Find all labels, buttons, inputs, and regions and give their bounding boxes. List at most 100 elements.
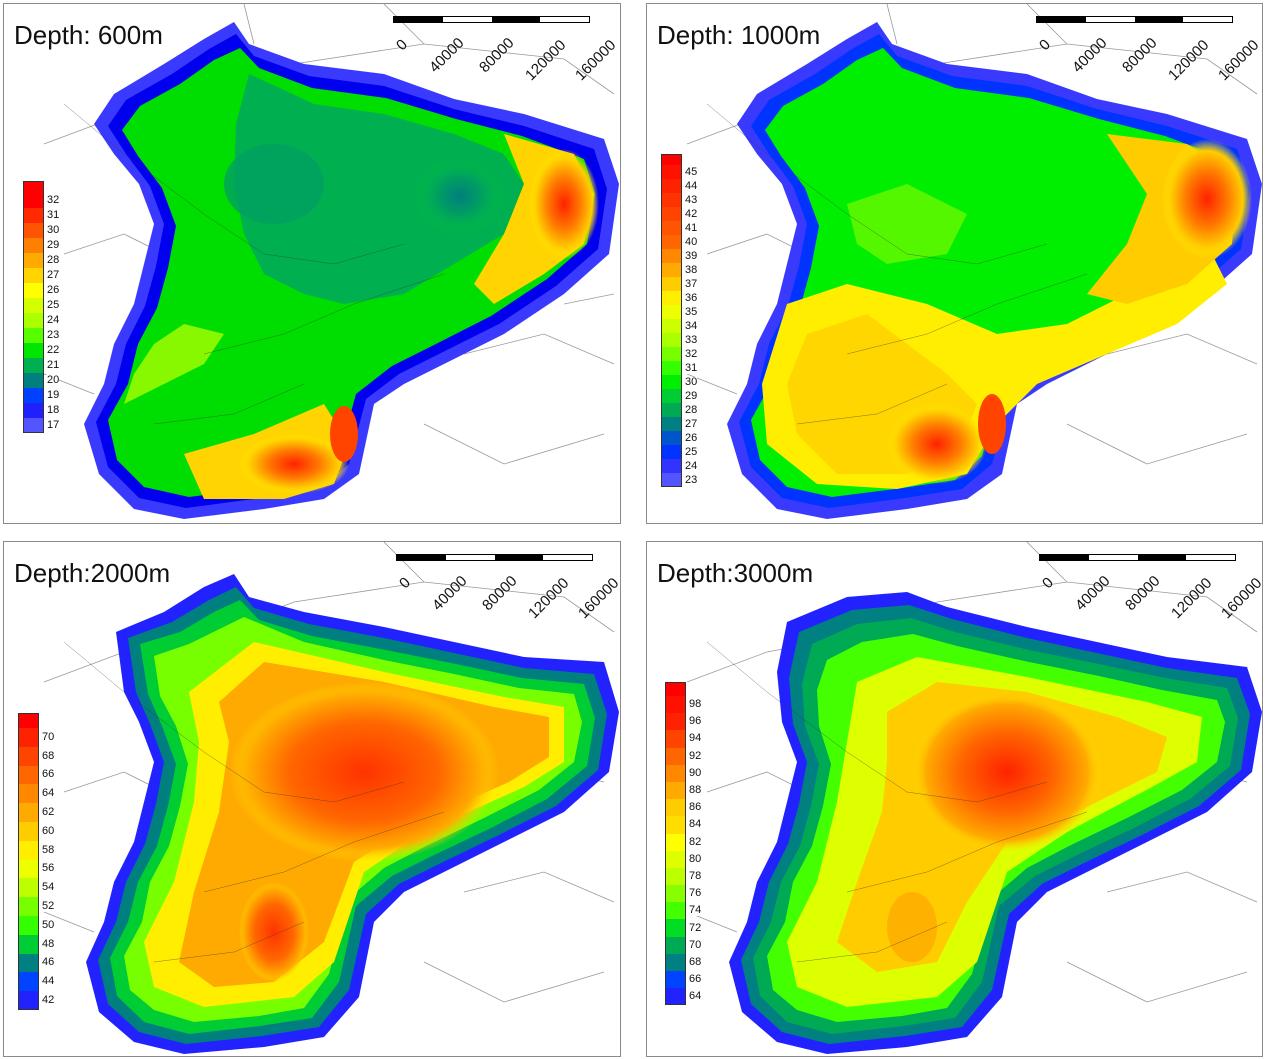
legend-swatch (665, 971, 686, 989)
legend-label: 94 (686, 733, 702, 745)
legend-row: 30 (661, 375, 698, 389)
temperature-map-2000m (43, 542, 619, 1054)
color-legend: 45 44 43 42 41 40 39 38 37 36 35 34 33 32 31 30 29 28 27 26… (661, 154, 698, 487)
legend-row: 39 (661, 249, 698, 263)
legend-label: 33 (682, 334, 698, 346)
legend-label: 34 (682, 320, 698, 332)
legend-swatch (23, 343, 44, 358)
legend-swatch (661, 249, 682, 263)
legend-swatch (661, 319, 682, 333)
scale-bar (1036, 16, 1233, 23)
legend-swatch (23, 373, 44, 388)
legend-label: 21 (44, 360, 60, 371)
legend-row: 54 (18, 878, 55, 898)
legend-swatch (661, 375, 682, 389)
legend-row: 37 (661, 277, 698, 291)
legend-swatch (665, 764, 686, 782)
legend-row: 48 (18, 934, 55, 954)
legend-label: 27 (44, 270, 60, 281)
legend-row: 64 (18, 784, 55, 804)
legend-row: 28 (23, 253, 60, 268)
legend-label: 68 (686, 956, 702, 968)
legend-row: 66 (665, 971, 702, 989)
legend-swatch (661, 361, 682, 375)
legend-label: 72 (686, 922, 702, 934)
legend-swatch (661, 389, 682, 403)
legend-label: 41 (682, 222, 698, 234)
legend-label: 58 (39, 844, 55, 856)
legend-label: 84 (686, 819, 702, 831)
legend-swatch (18, 915, 39, 935)
legend-swatch (18, 878, 39, 898)
legend-label: 70 (39, 731, 55, 743)
legend-swatch (661, 207, 682, 221)
legend-row: 24 (661, 459, 698, 473)
map-panel-3000m: Depth:3000m 0 40000 80000 120000 160000 … (646, 541, 1263, 1057)
legend-row: 62 (18, 803, 55, 822)
legend-swatch (23, 253, 44, 268)
legend-row: 26 (23, 283, 60, 298)
legend-row: 68 (18, 746, 55, 766)
legend-label: 88 (686, 785, 702, 797)
legend-label: 23 (682, 474, 698, 486)
legend-label: 26 (44, 285, 60, 296)
legend-top-swatch (661, 154, 682, 165)
panel-title: Depth:2000m (14, 558, 171, 588)
legend-row: 31 (661, 361, 698, 375)
legend-label: 42 (39, 995, 55, 1007)
legend-label: 19 (44, 390, 60, 401)
legend-row: 27 (23, 268, 60, 283)
legend-row: 25 (23, 298, 60, 313)
legend-row: 42 (661, 207, 698, 221)
legend-swatch (18, 728, 39, 747)
legend-swatch (661, 417, 682, 431)
legend-label: 25 (682, 446, 698, 458)
legend-label: 24 (44, 315, 60, 326)
legend-row: 24 (23, 313, 60, 328)
legend-swatch (18, 972, 39, 992)
legend-swatch (665, 867, 686, 886)
legend-swatch (661, 333, 682, 347)
panel-title: Depth:3000m (657, 558, 814, 588)
legend-swatch (665, 902, 686, 920)
legend-swatch (661, 291, 682, 305)
legend-row: 18 (23, 403, 60, 418)
legend-label: 48 (39, 938, 55, 950)
legend-row: 32 (661, 347, 698, 361)
legend-row: 60 (18, 821, 55, 841)
legend-swatch (665, 816, 686, 834)
legend-label: 29 (682, 390, 698, 402)
legend-swatch (661, 179, 682, 193)
legend-swatch (661, 221, 682, 235)
legend-swatch (661, 235, 682, 249)
legend-row: 78 (665, 867, 702, 886)
legend-row: 45 (661, 165, 698, 179)
legend-swatch (23, 328, 44, 343)
legend-label: 78 (686, 870, 702, 882)
legend-swatch (661, 165, 682, 179)
color-legend: 98 96 94 92 90 88 86 84 82 80 78 76 74 72 70 68 66 64 (665, 682, 702, 1006)
scale-bar (1039, 554, 1236, 561)
legend-row: 23 (23, 328, 60, 343)
legend-swatch (665, 799, 686, 817)
legend-label: 35 (682, 306, 698, 318)
legend-row: 26 (661, 431, 698, 445)
legend-row: 46 (18, 953, 55, 973)
temperature-map-600m (43, 4, 619, 519)
legend-label: 66 (39, 769, 55, 781)
legend-row: 74 (665, 902, 702, 920)
legend-swatch (665, 696, 686, 714)
legend-swatch (23, 388, 44, 403)
legend-label: 54 (39, 882, 55, 894)
legend-swatch (18, 821, 39, 841)
legend-label: 45 (682, 166, 698, 178)
legend-row: 80 (665, 850, 702, 868)
legend-label: 92 (686, 750, 702, 762)
map-panel-2000m: Depth:2000m 0 40000 80000 120000 160000 … (3, 541, 621, 1057)
legend-swatch (18, 859, 39, 879)
legend-label: 86 (686, 802, 702, 814)
legend-swatch (18, 746, 39, 766)
temperature-map-3000m (686, 542, 1262, 1054)
legend-label: 39 (682, 250, 698, 262)
legend-row: 88 (665, 781, 702, 800)
